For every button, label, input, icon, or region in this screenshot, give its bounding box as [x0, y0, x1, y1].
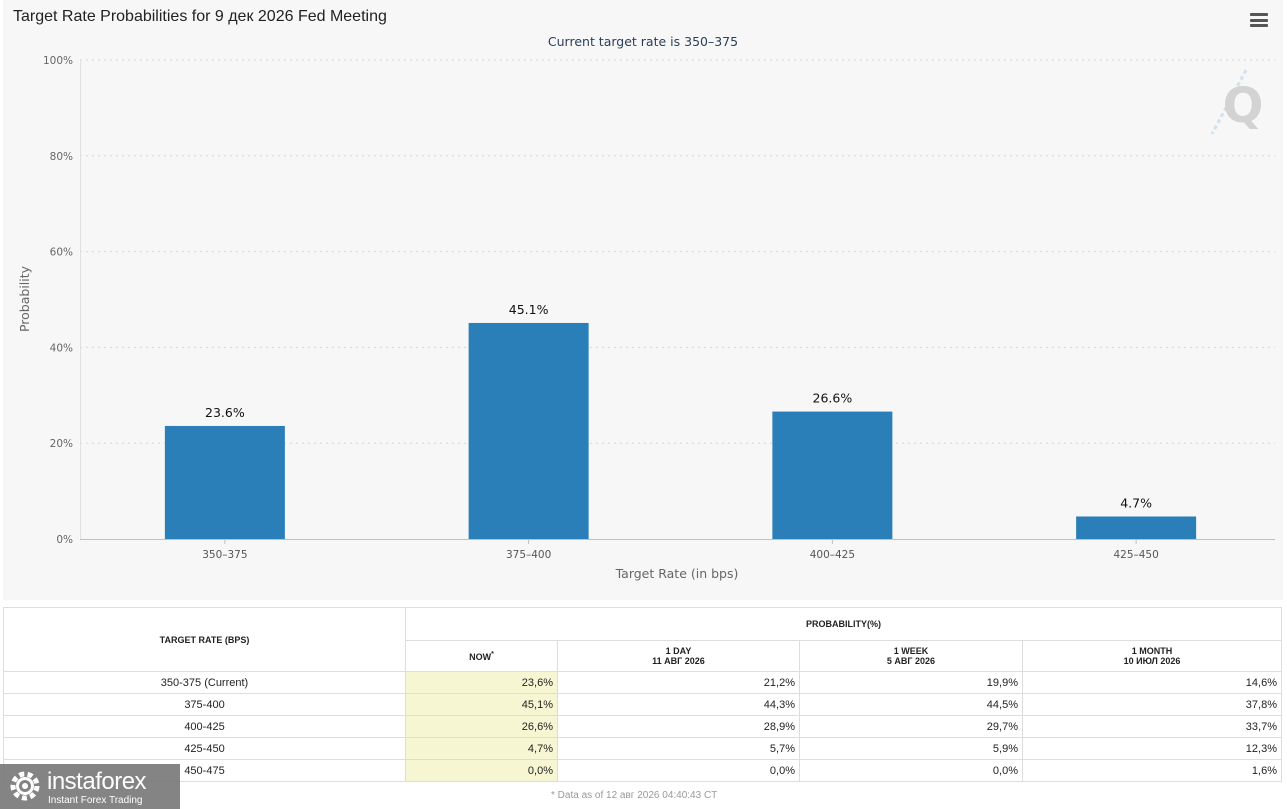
data-labels: 23.6% 45.1% 26.6% 4.7%: [205, 302, 1152, 511]
probability-header: PROBABILITY(%): [405, 607, 1282, 641]
y-tick-label: 20%: [50, 438, 73, 450]
day-cell: 28,9%: [557, 715, 800, 738]
x-axis-ticks: 350–375 375–400 400–425 425–450: [202, 539, 1159, 561]
q-logo-icon: Q: [1210, 69, 1264, 135]
rate-cell: 425-450: [3, 737, 406, 760]
table-row: 450-475 0,0% 0,0% 0,0% 1,6%: [3, 759, 1282, 782]
month-cell: 37,8%: [1022, 693, 1282, 716]
one-week-header: 1 WEEK 5 АВГ 2026: [799, 640, 1023, 672]
now-cell: 45,1%: [405, 693, 558, 716]
week-cell: 44,5%: [799, 693, 1023, 716]
week-cell: 5,9%: [799, 737, 1023, 760]
y-axis-ticks: 0% 20% 40% 60% 80% 100%: [43, 55, 73, 546]
y-tick-label: 100%: [43, 55, 73, 67]
week-cell: 29,7%: [799, 715, 1023, 738]
data-label: 23.6%: [205, 405, 245, 420]
watermark-tagline: Instant Forex Trading: [48, 795, 143, 806]
data-timestamp-footnote: * Data as of 12 авг 2026 04:40:43 CT: [551, 790, 718, 801]
table-row: 350-375 (Current) 23,6% 21,2% 19,9% 14,6…: [3, 671, 1282, 694]
svg-text:Q: Q: [1223, 78, 1264, 134]
bar[interactable]: [164, 425, 285, 539]
bar[interactable]: [772, 411, 893, 539]
month-cell: 33,7%: [1022, 715, 1282, 738]
y-tick-label: 0%: [56, 534, 73, 546]
day-cell: 0,0%: [557, 759, 800, 782]
one-day-header: 1 DAY 11 АВГ 2026: [557, 640, 800, 672]
y-tick-label: 40%: [50, 342, 73, 354]
x-axis-title: Target Rate (in bps): [615, 566, 739, 581]
month-cell: 1,6%: [1022, 759, 1282, 782]
week-cell: 0,0%: [799, 759, 1023, 782]
x-tick-label: 400–425: [810, 549, 855, 561]
y-tick-label: 60%: [50, 247, 73, 259]
y-tick-label: 80%: [50, 151, 73, 163]
watermark-brand: instaforex: [47, 768, 147, 795]
x-tick-label: 425–450: [1113, 549, 1158, 561]
rate-cell: 350-375 (Current): [3, 671, 406, 694]
bar[interactable]: [1076, 516, 1197, 539]
month-cell: 14,6%: [1022, 671, 1282, 694]
y-axis-title: Probability: [17, 265, 32, 332]
bar-chart: Current target rate is 350–375 0% 20% 40% 6…: [17, 34, 1275, 581]
rate-cell: 375-400: [3, 693, 406, 716]
instaforex-watermark: instaforex Instant Forex Trading: [0, 764, 180, 809]
day-cell: 21,2%: [557, 671, 800, 694]
now-cell: 26,6%: [405, 715, 558, 738]
target-rate-header: TARGET RATE (BPS): [3, 607, 406, 672]
data-label: 4.7%: [1120, 495, 1152, 510]
day-cell: 44,3%: [557, 693, 800, 716]
hamburger-menu-icon[interactable]: [1250, 13, 1268, 27]
data-label: 26.6%: [813, 391, 853, 406]
table-row: 400-425 26,6% 28,9% 29,7% 33,7%: [3, 715, 1282, 738]
week-cell: 19,9%: [799, 671, 1023, 694]
bar[interactable]: [468, 322, 589, 539]
month-cell: 12,3%: [1022, 737, 1282, 760]
now-header: NOW*: [405, 640, 558, 672]
now-cell: 4,7%: [405, 737, 558, 760]
table-row: 375-400 45,1% 44,3% 44,5% 37,8%: [3, 693, 1282, 716]
now-cell: 23,6%: [405, 671, 558, 694]
now-cell: 0,0%: [405, 759, 558, 782]
probability-table: TARGET RATE (BPS) PROBABILITY(%) NOW* 1 …: [3, 607, 1282, 782]
table-row: 425-450 4,7% 5,7% 5,9% 12,3%: [3, 737, 1282, 760]
rate-cell: 400-425: [3, 715, 406, 738]
chart-title: Target Rate Probabilities for 9 дек 2026…: [13, 8, 387, 25]
bars: [164, 322, 1197, 539]
one-month-header: 1 MONTH 10 ИЮЛ 2026: [1022, 640, 1282, 672]
gear-logo-icon: [10, 771, 40, 801]
x-tick-label: 375–400: [506, 549, 551, 561]
data-label: 45.1%: [509, 302, 549, 317]
day-cell: 5,7%: [557, 737, 800, 760]
chart-subtitle: Current target rate is 350–375: [548, 34, 738, 49]
x-tick-label: 350–375: [202, 549, 247, 561]
